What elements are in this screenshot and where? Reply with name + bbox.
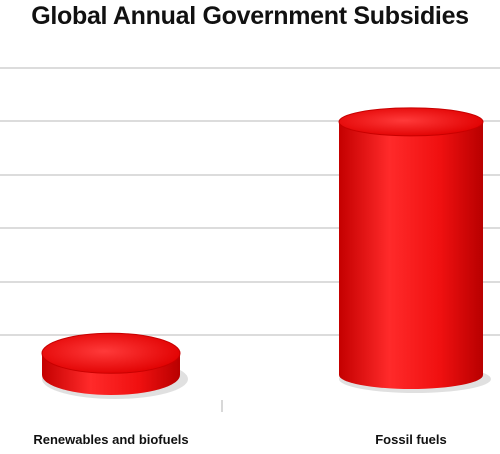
category-label: Renewables and biofuels xyxy=(33,432,189,447)
chart-title: Global Annual Government Subsidies xyxy=(31,2,469,30)
category-label: Fossil fuels xyxy=(375,432,447,447)
bar-top xyxy=(41,332,181,374)
bar xyxy=(41,332,188,399)
bar xyxy=(338,107,491,393)
bar-body xyxy=(339,121,483,389)
bar-top xyxy=(338,107,484,137)
